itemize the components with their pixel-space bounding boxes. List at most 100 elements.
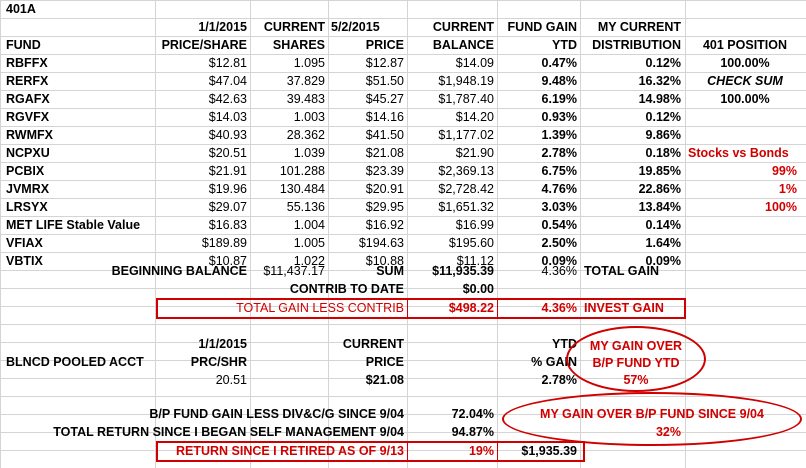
gain-over-ytd-value: 57%	[623, 373, 649, 387]
total-return-value: 94.87%	[451, 425, 494, 439]
grid-column-line	[328, 0, 329, 468]
fund-price-cell: $16.83	[208, 218, 247, 232]
gain-less-contrib-label: TOTAL GAIN LESS CONTRIB	[236, 301, 404, 315]
fund-dist-cell: 16.32%	[638, 74, 681, 88]
bp-fund-gain-value: 72.04%	[451, 407, 494, 421]
fund-dist-cell: 14.98%	[638, 92, 681, 106]
pooled-ytd-header: YTD	[552, 337, 577, 351]
fund-balance-cell: $1,651.32	[438, 200, 494, 214]
header-price-share: PRICE/SHARE	[161, 38, 247, 52]
fund-balance-cell: $21.90	[455, 146, 494, 160]
fund-balance-cell: $1,948.19	[438, 74, 494, 88]
fund-ytd-cell: 1.39%	[541, 128, 577, 142]
fund-cur-price-cell: $10.88	[365, 254, 404, 268]
stocks-vs-bonds-label: Stocks vs Bonds	[688, 146, 789, 160]
retired-return-highlight-box	[156, 441, 585, 462]
header-current-shares: CURRENT	[263, 20, 325, 34]
fund-dist-cell: 1.64%	[645, 236, 681, 250]
fund-price-cell: $21.91	[208, 164, 247, 178]
fund-balance-cell: $16.99	[455, 218, 494, 232]
fund-cur-price-cell: $29.95	[365, 200, 404, 214]
fund-cur-price-cell: $194.63	[358, 236, 404, 250]
fund-shares-cell: 39.483	[286, 92, 325, 106]
retired-return-label: RETURN SINCE I RETIRED AS OF 9/13	[175, 444, 404, 458]
invest-gain-label: INVEST GAIN	[584, 301, 664, 315]
sum-label: SUM	[376, 264, 404, 278]
gain-less-contrib-value: $498.22	[448, 301, 494, 315]
fund-cur-price-cell: $51.50	[365, 74, 404, 88]
position-total: 100.00%	[720, 56, 770, 70]
fund-cur-price-cell: $41.50	[365, 128, 404, 142]
fund-shares-cell: 37.829	[286, 74, 325, 88]
fund-ytd-cell: 4.76%	[541, 182, 577, 196]
fund-cur-price-cell: $45.27	[365, 92, 404, 106]
bp-fund-gain-label: B/P FUND GAIN LESS DIV&C/G SINCE 9/04	[149, 407, 404, 421]
grid-column-line	[685, 0, 686, 468]
fund-price-cell: $14.03	[208, 110, 247, 124]
fund-price-cell: $19.96	[208, 182, 247, 196]
fund-price-cell: $42.63	[208, 92, 247, 106]
gain-over-ytd-line2: B/P FUND YTD	[592, 356, 680, 370]
fund-balance-cell: $2,728.42	[438, 182, 494, 196]
fund-dist-cell: 9.86%	[645, 128, 681, 142]
pooled-gain-value: 2.78%	[541, 373, 577, 387]
fund-name-cell: RGVFX	[6, 110, 50, 124]
box-divider	[407, 441, 408, 462]
fund-dist-cell: 0.18%	[645, 146, 681, 160]
fund-shares-cell: 130.484	[279, 182, 325, 196]
box-divider	[497, 298, 498, 319]
gain-over-since-value: 32%	[655, 425, 681, 439]
pooled-price-header: PRICE	[365, 355, 404, 369]
fund-dist-cell: 0.09%	[645, 254, 681, 268]
fund-dist-cell: 0.14%	[645, 218, 681, 232]
fund-ytd-cell: 6.19%	[541, 92, 577, 106]
bonds-percent: 1%	[778, 182, 797, 196]
fund-balance-cell: $1,177.02	[438, 128, 494, 142]
fund-shares-cell: 1.039	[293, 146, 325, 160]
retired-return-value: $1,935.39	[521, 444, 577, 458]
header-my-current: MY CURRENT	[597, 20, 681, 34]
fund-cur-price-cell: $16.92	[365, 218, 404, 232]
fund-balance-cell: $11.12	[456, 254, 494, 268]
header-fund-gain: FUND GAIN	[507, 20, 577, 34]
header-ytd: YTD	[552, 38, 577, 52]
header-current-balance: CURRENT	[432, 20, 494, 34]
fund-name-cell: RBFFX	[6, 56, 48, 70]
grid-column-line	[250, 0, 251, 468]
pooled-prc-header: PRC/SHR	[190, 355, 247, 369]
allocation-total-percent: 100%	[765, 200, 797, 214]
fund-price-cell: $29.07	[208, 200, 247, 214]
fund-name-cell: VFIAX	[6, 236, 43, 250]
check-sum-label: CHECK SUM	[707, 74, 783, 88]
fund-shares-cell: 1.095	[293, 56, 325, 70]
header-401-position: 401 POSITION	[702, 38, 788, 52]
fund-dist-cell: 22.86%	[638, 182, 681, 196]
fund-dist-cell: 13.84%	[638, 200, 681, 214]
fund-shares-cell: 28.362	[286, 128, 325, 142]
header-shares: SHARES	[272, 38, 325, 52]
header-balance: BALANCE	[432, 38, 494, 52]
box-divider	[497, 441, 498, 462]
fund-balance-cell: $14.20	[455, 110, 494, 124]
beginning-balance-label: BEGINNING BALANCE	[111, 264, 247, 278]
stocks-percent: 99%	[771, 164, 797, 178]
fund-ytd-cell: 0.09%	[541, 254, 577, 268]
fund-name-cell: JVMRX	[6, 182, 50, 196]
grid-column-line	[580, 0, 581, 468]
fund-price-cell: $40.93	[208, 128, 247, 142]
fund-ytd-cell: 0.47%	[541, 56, 577, 70]
total-gain-label: TOTAL GAIN	[584, 264, 659, 278]
sheet-title: 401A	[6, 2, 36, 16]
fund-price-cell: $10.87	[208, 254, 247, 268]
fund-price-cell: $189.89	[201, 236, 247, 250]
fund-price-cell: $47.04	[208, 74, 247, 88]
pooled-prc-value: 20.51	[215, 373, 247, 387]
pooled-gain-header: % GAIN	[531, 355, 577, 369]
fund-name-cell: MET LIFE Stable Value	[6, 218, 141, 232]
fund-balance-cell: $2,369.13	[438, 164, 494, 178]
contrib-to-date-label: CONTRIB TO DATE	[289, 282, 404, 296]
fund-shares-cell: 1.004	[293, 218, 325, 232]
fund-shares-cell: 1.005	[293, 236, 325, 250]
fund-name-cell: PCBIX	[6, 164, 45, 178]
